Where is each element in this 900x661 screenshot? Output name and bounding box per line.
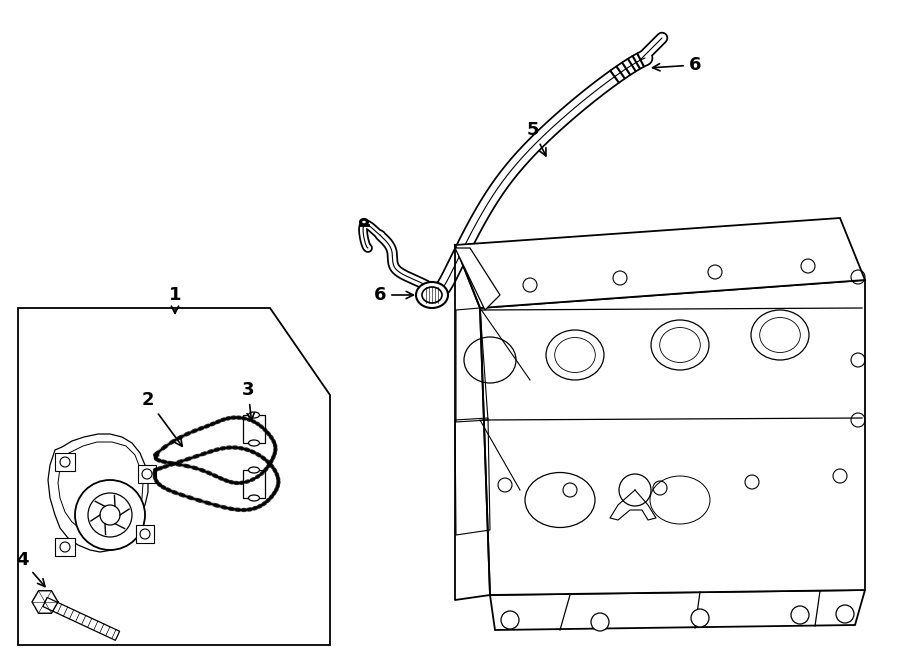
Circle shape xyxy=(591,613,609,631)
Bar xyxy=(138,465,156,483)
Ellipse shape xyxy=(248,412,259,418)
Polygon shape xyxy=(455,248,500,310)
Circle shape xyxy=(836,605,854,623)
Text: 2: 2 xyxy=(142,391,182,446)
Text: 1: 1 xyxy=(169,286,181,313)
Text: 6: 6 xyxy=(652,56,701,74)
Ellipse shape xyxy=(416,282,448,308)
Polygon shape xyxy=(490,590,865,630)
Circle shape xyxy=(88,493,132,537)
Circle shape xyxy=(791,606,809,624)
Text: 3: 3 xyxy=(242,381,254,420)
Text: 6: 6 xyxy=(374,286,413,304)
Polygon shape xyxy=(32,591,58,613)
Ellipse shape xyxy=(248,495,259,501)
Circle shape xyxy=(75,480,145,550)
Text: 5: 5 xyxy=(526,121,546,156)
Bar xyxy=(136,525,154,543)
Polygon shape xyxy=(243,415,265,443)
Bar xyxy=(55,538,75,556)
Circle shape xyxy=(691,609,709,627)
Polygon shape xyxy=(455,218,865,308)
Ellipse shape xyxy=(248,440,259,446)
Ellipse shape xyxy=(360,219,368,225)
Ellipse shape xyxy=(248,467,259,473)
Bar xyxy=(55,453,75,471)
Polygon shape xyxy=(243,470,265,498)
Polygon shape xyxy=(480,280,865,595)
Polygon shape xyxy=(43,598,120,641)
Text: 4: 4 xyxy=(16,551,45,586)
Polygon shape xyxy=(48,434,148,552)
Polygon shape xyxy=(18,308,330,645)
Circle shape xyxy=(501,611,519,629)
